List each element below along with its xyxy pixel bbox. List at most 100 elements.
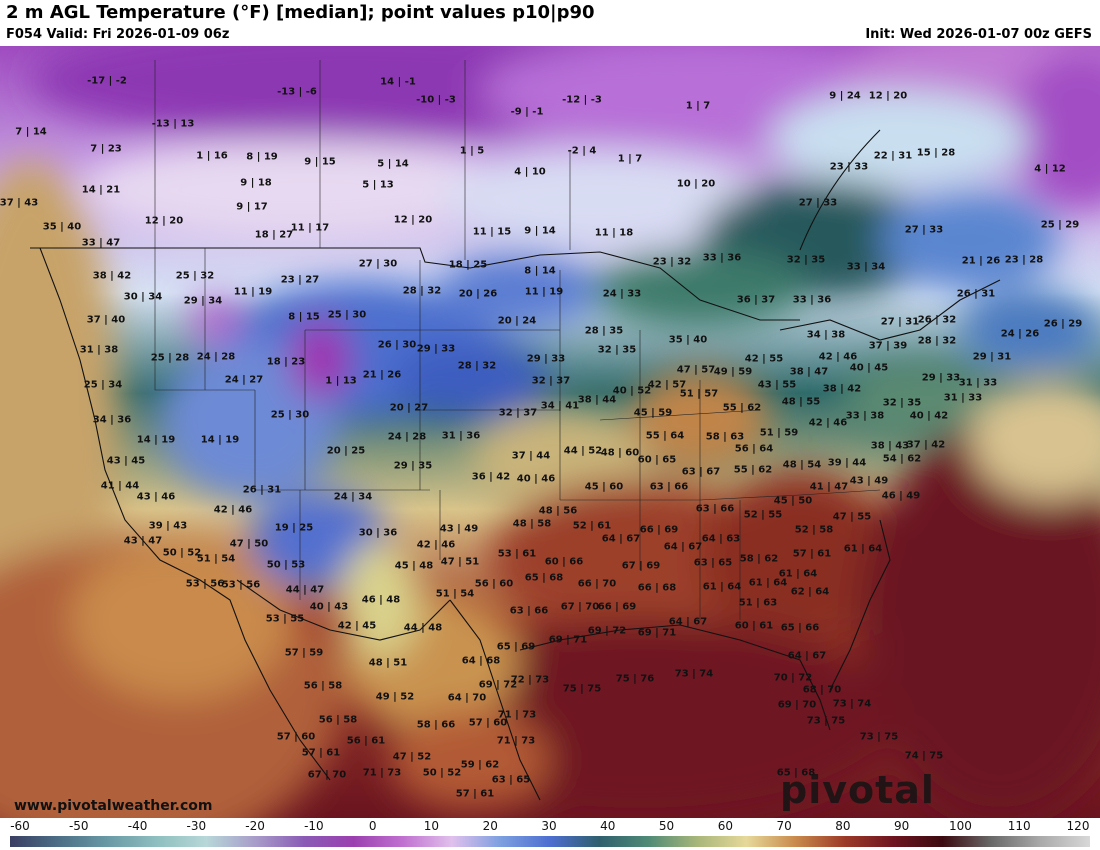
color-scale-tick: -30 xyxy=(186,819,207,833)
point-value: 65 | 68 xyxy=(524,572,564,584)
point-value: 63 | 66 xyxy=(649,481,689,493)
point-value: 69 | 72 xyxy=(478,679,518,691)
point-value: 33 | 34 xyxy=(846,261,886,273)
color-scale-tick: 80 xyxy=(835,819,851,833)
point-value: 9 | 24 xyxy=(829,90,861,102)
point-value: 63 | 66 xyxy=(509,605,549,617)
point-value: 64 | 67 xyxy=(601,533,641,545)
point-value: 40 | 45 xyxy=(849,362,889,374)
color-scale-tick: -50 xyxy=(68,819,89,833)
point-value: 42 | 46 xyxy=(213,504,253,516)
color-scale-tick: 110 xyxy=(1007,819,1031,833)
point-value: 64 | 70 xyxy=(447,692,487,704)
point-value: 47 | 52 xyxy=(392,751,432,763)
point-value: 66 | 69 xyxy=(597,601,637,613)
point-value: 51 | 63 xyxy=(738,597,778,609)
point-value: 25 | 32 xyxy=(175,270,215,282)
point-value: 27 | 33 xyxy=(798,197,838,209)
color-scale-tick: 50 xyxy=(658,819,675,833)
point-value: 53 | 56 xyxy=(221,579,261,591)
color-scale-tick: 20 xyxy=(482,819,498,833)
point-value: 67 | 70 xyxy=(560,601,600,613)
point-value: 1 | 7 xyxy=(617,153,643,165)
point-value: 32 | 37 xyxy=(498,407,538,419)
point-value: 60 | 66 xyxy=(544,556,584,568)
point-value: 9 | 18 xyxy=(240,177,272,189)
point-value: 11 | 17 xyxy=(290,222,330,234)
point-value: 52 | 58 xyxy=(794,524,834,536)
point-value: 26 | 30 xyxy=(377,339,417,351)
point-value: 25 | 30 xyxy=(327,309,367,321)
point-value: 61 | 64 xyxy=(748,577,788,589)
color-scale-tick: -10 xyxy=(304,819,324,833)
point-value: 35 | 40 xyxy=(668,334,708,346)
point-value: 57 | 59 xyxy=(284,647,324,659)
point-value: 20 | 25 xyxy=(326,445,366,457)
point-value: 9 | 17 xyxy=(236,201,268,213)
temperature-map[interactable]: -17 | -2 -13 | -6 14 | -1 -10 | -3 -9 | -1 -1… xyxy=(0,46,1100,818)
point-value: 57 | 61 xyxy=(301,747,341,759)
point-value: 40 | 46 xyxy=(516,473,556,485)
point-value: -17 | -2 xyxy=(87,75,127,87)
color-scale-tick: 40 xyxy=(600,819,616,833)
point-value: 51 | 54 xyxy=(435,588,475,600)
color-scale-tick: 70 xyxy=(776,819,792,833)
point-value: 61 | 64 xyxy=(778,568,818,580)
point-value: 22 | 31 xyxy=(873,150,913,162)
point-value: 71 | 73 xyxy=(497,709,537,721)
point-value: 42 | 45 xyxy=(337,620,377,632)
point-value: 38 | 42 xyxy=(92,270,132,282)
point-value: 71 | 73 xyxy=(362,767,402,779)
point-value: 25 | 28 xyxy=(150,352,190,364)
point-value: 52 | 61 xyxy=(572,520,612,532)
point-value: 4 | 12 xyxy=(1034,163,1066,175)
color-scale-tick: 30 xyxy=(541,819,557,833)
point-value: 51 | 57 xyxy=(679,388,719,400)
point-value: 24 | 28 xyxy=(196,351,236,363)
point-value: 23 | 33 xyxy=(829,161,869,173)
color-scale-tick: 90 xyxy=(894,819,910,833)
point-value: 23 | 28 xyxy=(1004,254,1044,266)
point-value: 26 | 32 xyxy=(917,314,957,326)
point-value: 56 | 61 xyxy=(346,735,386,747)
point-value: 36 | 37 xyxy=(736,294,776,306)
point-value: -9 | -1 xyxy=(510,106,544,118)
point-value: 7 | 23 xyxy=(90,143,122,155)
point-value: 38 | 43 xyxy=(870,440,910,452)
point-value: 24 | 28 xyxy=(387,431,427,443)
point-value: 49 | 59 xyxy=(713,366,753,378)
point-value: 20 | 27 xyxy=(389,402,429,414)
point-value: 26 | 29 xyxy=(1043,318,1083,330)
point-value: 29 | 33 xyxy=(416,343,456,355)
point-value: 64 | 67 xyxy=(663,541,703,553)
point-value: 20 | 26 xyxy=(458,288,498,300)
point-value: 47 | 51 xyxy=(440,556,480,568)
point-value: 34 | 41 xyxy=(540,400,580,412)
point-value: 39 | 44 xyxy=(827,457,867,469)
point-value: 48 | 51 xyxy=(368,657,408,669)
point-value: 45 | 50 xyxy=(773,495,813,507)
point-value: -10 | -3 xyxy=(416,94,456,106)
point-value: 62 | 64 xyxy=(790,586,830,598)
point-value: 69 | 72 xyxy=(587,625,627,637)
color-scale-tick: 10 xyxy=(423,819,440,833)
point-value: 44 | 52 xyxy=(563,445,603,457)
point-value: 60 | 61 xyxy=(734,620,774,632)
point-value: 30 | 34 xyxy=(123,291,163,303)
point-value: 11 | 19 xyxy=(233,286,273,298)
point-value: 41 | 44 xyxy=(100,480,140,492)
point-value: 60 | 65 xyxy=(637,454,677,466)
point-value: 14 | 19 xyxy=(200,434,240,446)
init-time: Init: Wed 2026-01-07 00z GEFS xyxy=(865,27,1092,42)
point-value: 30 | 36 xyxy=(358,527,398,539)
point-value: 31 | 38 xyxy=(79,344,119,356)
point-value: 66 | 69 xyxy=(639,524,679,536)
point-value: 32 | 37 xyxy=(531,375,571,387)
point-value: 14 | 21 xyxy=(81,184,121,196)
point-value: 8 | 14 xyxy=(524,265,556,277)
point-value: 43 | 49 xyxy=(439,523,479,535)
point-value: 33 | 36 xyxy=(792,294,832,306)
point-value: 43 | 45 xyxy=(106,455,146,467)
point-value: 1 | 5 xyxy=(459,145,485,157)
point-value: 37 | 43 xyxy=(0,197,39,209)
